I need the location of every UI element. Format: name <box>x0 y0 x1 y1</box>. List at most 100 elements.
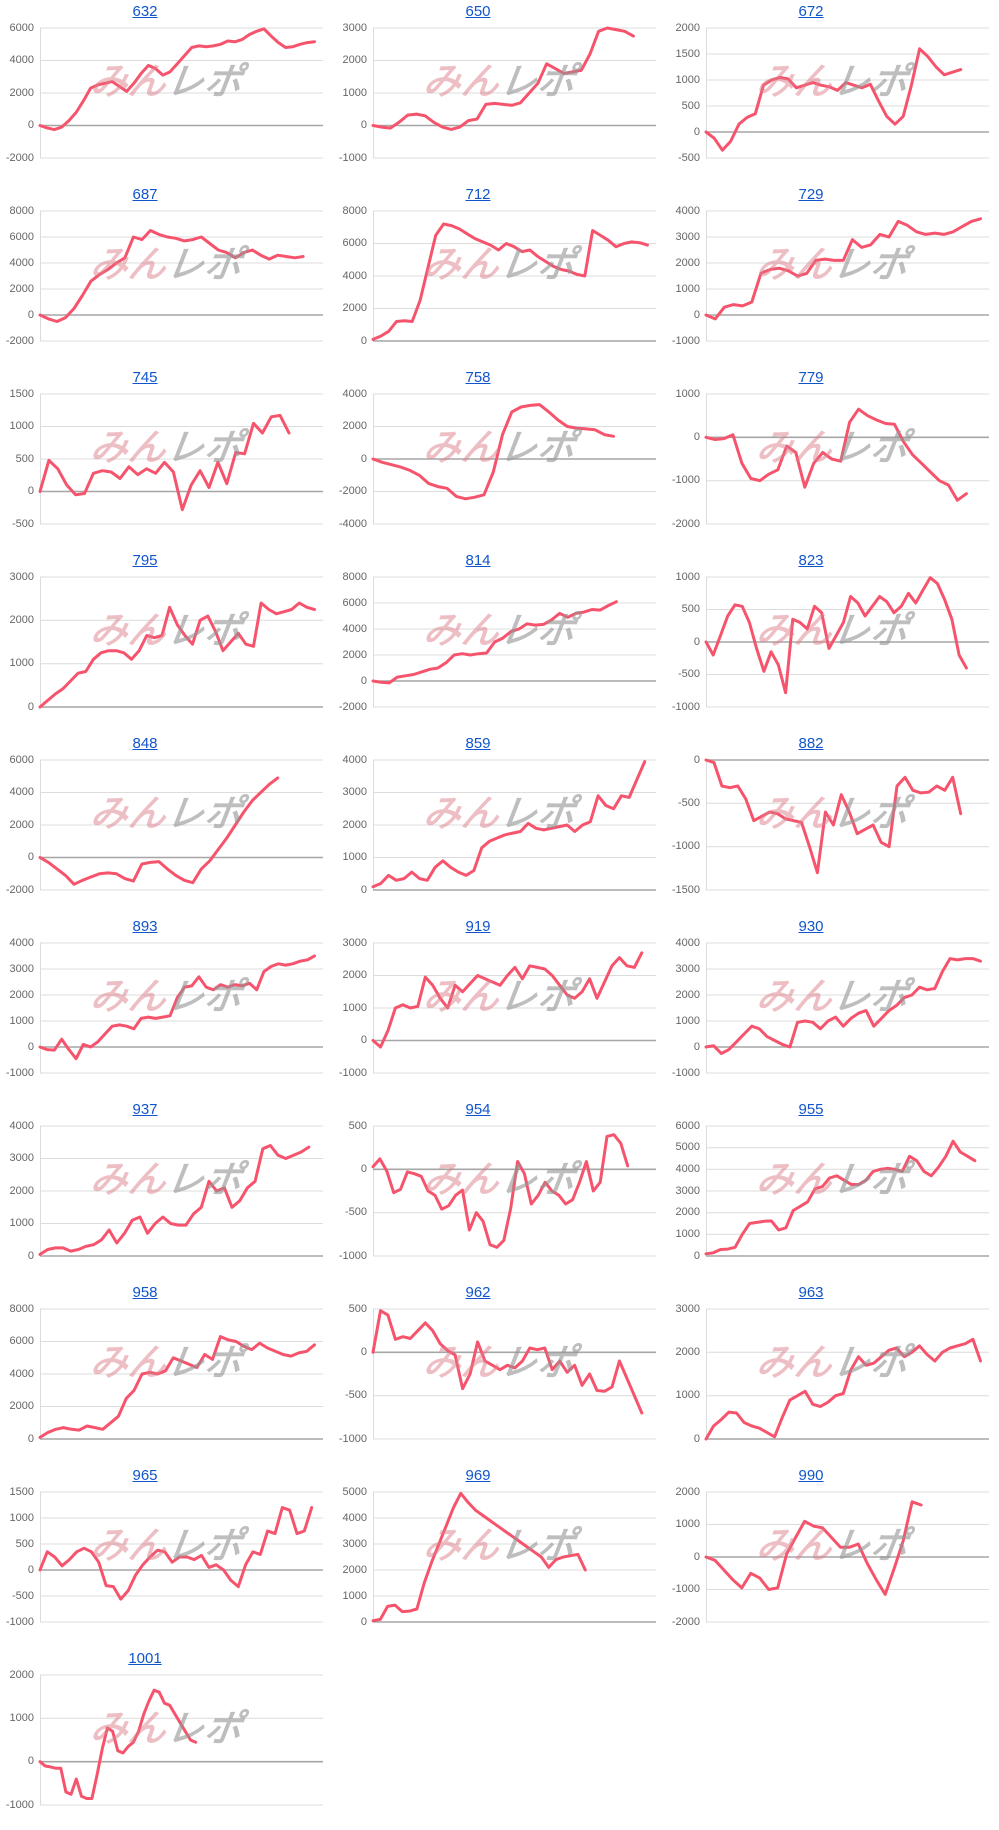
machine-number-link[interactable]: 823 <box>798 552 824 569</box>
machine-number-link[interactable]: 930 <box>798 918 824 935</box>
machine-number-link[interactable]: 729 <box>798 186 824 203</box>
y-axis-label: 0 <box>360 1615 367 1628</box>
y-axis-label: 1000 <box>342 1001 367 1014</box>
machine-number-link[interactable]: 795 <box>132 552 158 569</box>
slump-graph-svg <box>38 1491 323 1623</box>
payout-line <box>704 217 982 321</box>
y-axis-label: 1000 <box>9 420 34 432</box>
y-axis-label: 8000 <box>342 204 367 217</box>
machine-number-link[interactable]: 1001 <box>128 1650 162 1667</box>
machine-number-link[interactable]: 848 <box>132 735 158 752</box>
machine-number-link[interactable]: 712 <box>465 186 491 203</box>
machine-number-link[interactable]: 958 <box>132 1284 158 1301</box>
y-axis-label: 1500 <box>9 387 34 400</box>
slump-graph: みんレポ <box>371 759 656 891</box>
chart-cell-779: 779 みんレポ 1000 0 -1000 -2000 <box>666 366 999 549</box>
machine-number-link[interactable]: 758 <box>465 369 491 386</box>
y-axis-label: 0 <box>693 308 700 321</box>
slump-graph: みんレポ <box>38 1491 323 1623</box>
slump-graph: みんレポ <box>371 1308 656 1440</box>
payout-line <box>704 47 963 152</box>
slump-graph: みんレポ <box>371 1491 656 1623</box>
slump-graph: みんレポ <box>38 1674 323 1806</box>
y-axis-label: 2000 <box>9 282 34 295</box>
y-axis-label: 4000 <box>675 1162 700 1175</box>
y-axis-label: -1000 <box>5 1615 34 1628</box>
slump-graph: みんレポ <box>371 576 656 708</box>
slump-graph-svg <box>38 27 323 159</box>
y-axis-label: -1000 <box>338 151 367 164</box>
y-axis-label: -500 <box>677 668 700 680</box>
slump-graph-svg <box>371 26 656 159</box>
y-axis-label: 3000 <box>675 230 700 243</box>
slump-graph-svg <box>704 942 989 1074</box>
slump-graph-svg <box>371 942 656 1074</box>
y-axis-label: -500 <box>677 796 700 809</box>
machine-number-link[interactable]: 672 <box>798 3 824 20</box>
chart-cell-893: 893 みんレポ 4000 3000 2000 1000 0 -1000 <box>0 915 333 1098</box>
machine-number-link[interactable]: 965 <box>132 1467 158 1484</box>
payout-line <box>38 1688 198 1800</box>
y-axis-label: 2000 <box>342 420 367 432</box>
machine-number-link[interactable]: 893 <box>132 918 158 935</box>
machine-number-link[interactable]: 687 <box>132 186 158 203</box>
slump-graph-svg <box>38 210 323 342</box>
y-axis-label: -2000 <box>5 883 34 896</box>
y-axis-label: 2000 <box>342 1563 367 1576</box>
payout-line <box>371 600 618 685</box>
y-axis-label: 2000 <box>342 54 367 66</box>
machine-number-link[interactable]: 990 <box>798 1467 824 1484</box>
y-axis-label: 4000 <box>342 269 367 282</box>
y-axis-label: -2000 <box>338 485 367 497</box>
y-axis-label: 0 <box>27 1563 34 1576</box>
machine-number-link[interactable]: 955 <box>798 1101 824 1118</box>
y-axis-label: 4000 <box>342 387 367 400</box>
y-axis-label: -500 <box>11 517 34 530</box>
y-axis-label: 1000 <box>675 1227 700 1240</box>
y-axis-label: 6000 <box>9 230 34 243</box>
chart-cell-930: 930 みんレポ 4000 3000 2000 1000 0 -1000 <box>666 915 999 1098</box>
payout-line <box>371 403 615 501</box>
y-axis-label: 1000 <box>675 282 700 295</box>
y-axis-label: 1000 <box>675 1389 700 1402</box>
y-axis-label: 2000 <box>342 302 367 314</box>
y-axis-label: 1000 <box>9 1014 34 1027</box>
y-axis-label: 0 <box>693 1249 700 1262</box>
y-axis-label: 500 <box>15 1537 34 1550</box>
slump-graph-svg <box>38 1674 323 1806</box>
machine-number-link[interactable]: 650 <box>465 3 491 20</box>
y-axis-label: 0 <box>27 119 34 131</box>
machine-number-link[interactable]: 882 <box>798 735 824 752</box>
y-axis-label: 500 <box>348 1302 367 1315</box>
y-axis-label: 4000 <box>675 936 700 949</box>
payout-line <box>371 222 649 341</box>
machine-number-link[interactable]: 954 <box>465 1101 491 1118</box>
payout-line <box>371 1133 630 1249</box>
slump-graph-svg <box>704 576 989 708</box>
machine-number-link[interactable]: 632 <box>132 3 158 20</box>
y-axis-label: 0 <box>693 1550 700 1563</box>
machine-number-link[interactable]: 814 <box>465 552 491 569</box>
y-axis-label: -1000 <box>338 1066 367 1079</box>
machine-number-link[interactable]: 962 <box>465 1284 491 1301</box>
machine-number-link[interactable]: 963 <box>798 1284 824 1301</box>
payout-line <box>704 407 968 502</box>
y-axis-label: 1000 <box>342 86 367 99</box>
machine-number-link[interactable]: 745 <box>132 369 158 386</box>
y-axis-label: 1000 <box>9 1711 34 1724</box>
machine-number-link[interactable]: 779 <box>798 369 824 386</box>
chart-cell-745: 745 みんレポ 1500 1000 500 0 -500 <box>0 366 333 549</box>
slump-graph: みんレポ <box>38 393 323 525</box>
y-axis-label: 4000 <box>9 1119 34 1132</box>
y-axis-label: 500 <box>15 452 34 465</box>
machine-number-link[interactable]: 969 <box>465 1467 491 1484</box>
y-axis-label: 4000 <box>342 753 367 766</box>
y-axis-label: 3000 <box>675 1184 700 1197</box>
chart-cell-672: 672 みんレポ 2000 1500 1000 500 0 -500 <box>666 0 999 183</box>
machine-number-link[interactable]: 859 <box>465 735 491 752</box>
chart-cell-882: 882 みんレポ 0 -500 -1000 -1500 <box>666 732 999 915</box>
slump-graph-svg <box>704 210 989 342</box>
machine-number-link[interactable]: 919 <box>465 918 491 935</box>
payout-line <box>38 27 316 132</box>
machine-number-link[interactable]: 937 <box>132 1101 158 1118</box>
